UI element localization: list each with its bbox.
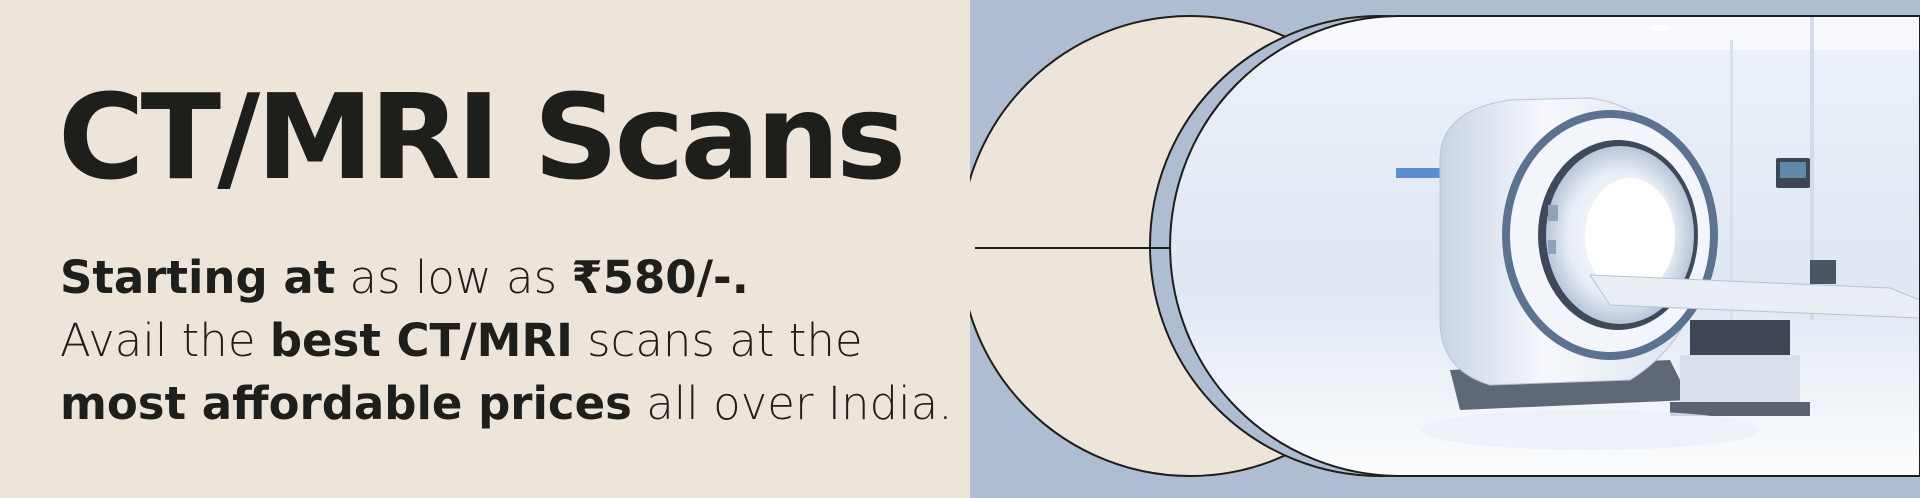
avail-the-text: Avail the [60,314,256,367]
affordable-line: most affordable prices all over India. [60,372,960,435]
all-over-india-text: all over India. [646,377,953,430]
photo-frame [1169,15,1920,477]
circles-graphic [970,15,1920,477]
price-line: Starting at as low as ₹580/-. [60,246,960,309]
banner-graphic-panel [970,0,1920,498]
best-ct-mri-text: best CT/MRI [269,314,573,367]
banner-text-panel: CT/MRI Scans Starting at as low as ₹580/… [58,68,960,435]
scans-at-the-text: scans at the [587,314,863,367]
banner-description: Starting at as low as ₹580/-. Avail the … [60,246,960,435]
avail-line: Avail the best CT/MRI scans at the [60,309,960,372]
as-low-as-text: as low as [349,251,558,304]
affordable-prices-text: most affordable prices [60,377,632,430]
price-text: ₹580/-. [571,251,749,304]
banner-title: CT/MRI Scans [58,68,906,206]
mri-scanner-photo [1170,16,1920,476]
starting-at-text: Starting at [60,251,336,304]
